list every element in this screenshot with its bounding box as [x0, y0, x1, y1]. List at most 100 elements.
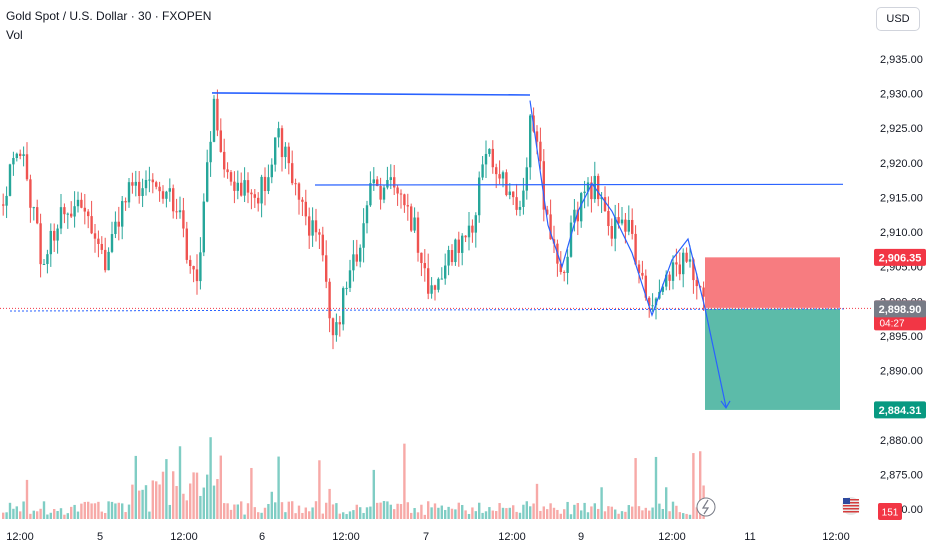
- volume-bar: [515, 511, 518, 519]
- volume-bar: [654, 456, 658, 519]
- time-tick: 12:00: [332, 531, 360, 543]
- candle-body: [362, 223, 365, 248]
- candle-body: [2, 204, 5, 206]
- volume-bar: [512, 505, 515, 519]
- candle-body: [491, 148, 494, 168]
- currency-button[interactable]: USD: [876, 7, 920, 31]
- candle-body: [484, 153, 488, 165]
- us-flag-icon: [842, 497, 860, 515]
- volume-bar: [416, 512, 420, 519]
- candle-body: [566, 256, 569, 273]
- resistance-top: [211, 92, 531, 96]
- price-tick: 2,935.00: [880, 54, 923, 66]
- candle-body: [8, 164, 12, 196]
- candle-body: [209, 141, 212, 163]
- volume-bar: [637, 506, 641, 519]
- volume-bar: [423, 514, 426, 519]
- volume-bar: [277, 456, 280, 519]
- volume-bar: [535, 483, 539, 519]
- volume-bar: [328, 488, 331, 519]
- candle-body: [253, 194, 256, 198]
- volume-bar: [573, 504, 576, 519]
- time-tick: 12:00: [498, 531, 526, 543]
- volume-bar: [433, 503, 437, 519]
- candle-body: [508, 191, 511, 196]
- volume-bar: [498, 503, 501, 519]
- volume-bar: [212, 485, 216, 519]
- candle-body: [573, 209, 576, 223]
- volume-bar: [260, 512, 263, 519]
- candle-body: [165, 191, 168, 199]
- candle-body: [515, 197, 518, 210]
- candle-body: [192, 266, 195, 270]
- candle-body: [148, 179, 151, 181]
- trendlines[interactable]: [0, 92, 872, 410]
- candle-body: [576, 209, 579, 222]
- volume-bar: [219, 455, 222, 519]
- volume-bar: [250, 467, 253, 519]
- volume-bar: [175, 486, 178, 519]
- volume-bar: [590, 506, 593, 519]
- volume-bar: [124, 512, 127, 519]
- candle-body: [236, 182, 239, 191]
- price-badge-value: 2,898.90: [879, 304, 922, 316]
- candle-body: [372, 179, 375, 184]
- candle-body: [338, 322, 341, 325]
- time-tick: 12:00: [6, 531, 34, 543]
- candle-body: [631, 219, 634, 234]
- candle-body: [87, 211, 90, 217]
- volume-bar: [372, 469, 375, 519]
- short-position-tool[interactable]: [705, 257, 840, 410]
- volume-bar: [348, 511, 352, 519]
- price-badge: [874, 401, 926, 419]
- candle-body: [433, 285, 437, 290]
- volume-bar: [600, 487, 603, 519]
- volume-bar: [532, 503, 535, 519]
- volume-bar: [63, 514, 66, 519]
- candle-body: [603, 197, 607, 211]
- candle-body: [580, 193, 583, 222]
- candle-body: [66, 213, 69, 215]
- candle-body: [624, 219, 627, 232]
- candle-body: [233, 181, 236, 191]
- volume-bar: [263, 507, 267, 519]
- candle-body: [342, 288, 345, 325]
- volume-bar: [488, 507, 491, 519]
- candle-body: [648, 297, 651, 306]
- candle-body: [53, 230, 56, 241]
- volume-bar: [229, 509, 233, 519]
- volume-bar: [311, 507, 314, 519]
- candle-body: [243, 180, 246, 196]
- volume-bar: [539, 510, 542, 519]
- candlesticks: [2, 89, 705, 350]
- volume-bar: [474, 511, 477, 519]
- candle-body: [49, 230, 52, 255]
- volume-indicator-label[interactable]: Vol: [6, 28, 23, 42]
- price-axis[interactable]: 2,935.00 2,930.00 2,925.00 2,920.00 2,915.00…: [880, 54, 923, 516]
- candle-body: [100, 243, 103, 250]
- volume-bar: [603, 511, 607, 519]
- volume-bar: [5, 512, 8, 519]
- candle-body: [93, 233, 97, 239]
- volume-bar: [144, 485, 148, 519]
- volume-bar: [76, 511, 80, 519]
- volume-bar: [70, 506, 73, 519]
- volume-bar: [376, 502, 379, 519]
- volume-bar: [597, 508, 600, 519]
- volume-bar: [141, 489, 144, 519]
- candle-body: [542, 161, 545, 210]
- candle-body: [461, 235, 464, 253]
- chart-icons[interactable]: [696, 497, 860, 517]
- volume-bar: [53, 509, 56, 519]
- candle-body: [124, 201, 127, 203]
- candle-body: [182, 210, 185, 229]
- candle-body: [185, 228, 188, 260]
- volume-bar: [342, 512, 345, 519]
- volume-bar: [644, 507, 647, 519]
- candle-body: [525, 167, 528, 191]
- volume-bar: [226, 503, 229, 519]
- time-axis[interactable]: 12:00 5 12:00 6 12:00 7 12:00 9 12:00 11 12:00: [6, 531, 850, 543]
- volume-bar: [66, 513, 69, 519]
- support-dotted: [9, 308, 846, 312]
